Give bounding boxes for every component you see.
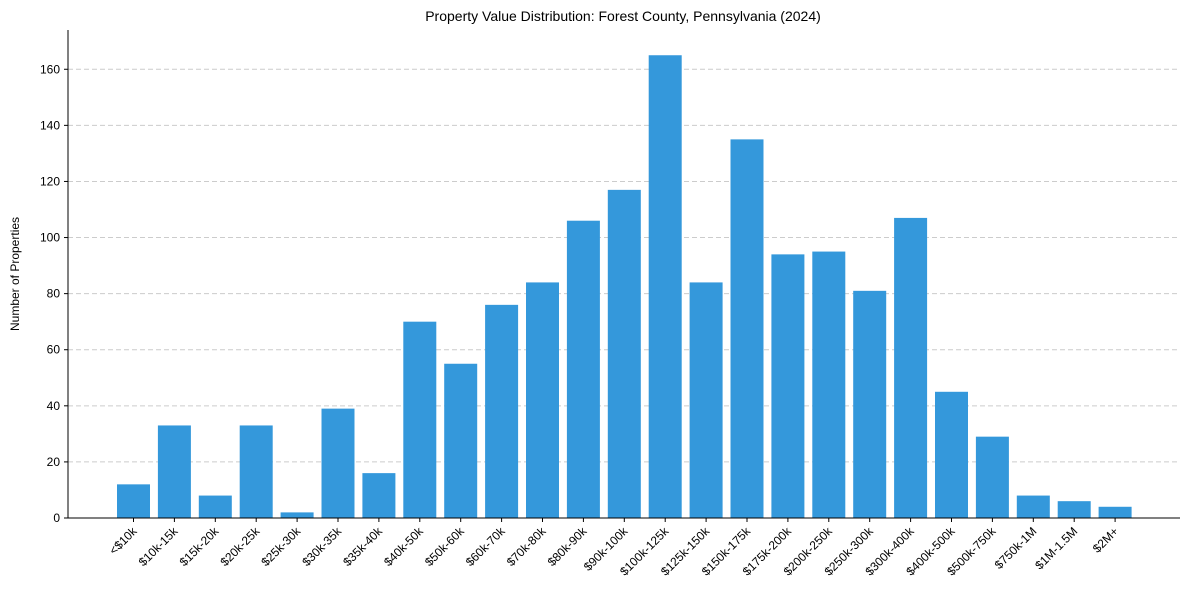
bar <box>485 304 519 518</box>
chart-title: Property Value Distribution: Forest Coun… <box>425 8 821 24</box>
bar <box>689 282 723 518</box>
bar <box>1016 495 1050 518</box>
x-tick-label: $40k-50k <box>381 524 427 570</box>
bar <box>1057 501 1091 518</box>
bar <box>607 189 641 519</box>
y-tick-label: 100 <box>40 231 60 245</box>
bar <box>526 282 559 518</box>
x-tick-label: $750k-1M <box>992 524 1040 572</box>
x-ticks: <$10k$10k-15k$15k-20k$20k-25k$25k-30k$30… <box>106 518 1121 578</box>
y-ticks: 0 20 40 60 80 100 120 140 160 <box>40 62 68 525</box>
x-tick-label: $50k-60k <box>422 524 468 570</box>
x-tick-label: <$10k <box>106 524 140 558</box>
x-tick-label: $1M-1.5M <box>1032 524 1080 572</box>
x-tick-label: $60k-70k <box>463 524 509 570</box>
y-tick-label: 0 <box>53 511 60 525</box>
bar <box>894 217 928 518</box>
y-tick-label: 140 <box>40 118 60 132</box>
bar <box>444 363 478 518</box>
y-axis-label: Number of Properties <box>8 217 22 331</box>
x-tick-label: $2M+ <box>1090 524 1121 555</box>
x-tick-label: $10k-15k <box>136 524 182 570</box>
y-tick-label: 160 <box>40 62 60 76</box>
x-tick-label: $15k-20k <box>177 524 223 570</box>
bar <box>853 290 887 518</box>
x-tick-label: $20k-25k <box>218 524 264 570</box>
bar <box>566 220 600 518</box>
y-tick-label: 20 <box>47 455 61 469</box>
y-tick-label: 80 <box>47 287 61 301</box>
bar <box>280 512 314 518</box>
x-tick-label: $70k-80k <box>504 524 550 570</box>
bar <box>1098 506 1132 518</box>
bar <box>117 484 150 518</box>
bar <box>771 254 805 519</box>
bar <box>730 139 764 518</box>
bar <box>321 408 355 518</box>
x-tick-label: $25k-30k <box>258 524 304 570</box>
bar <box>362 473 396 518</box>
bars <box>117 55 1132 519</box>
bar <box>403 321 437 518</box>
bar <box>812 251 846 518</box>
bar <box>648 55 682 518</box>
bar <box>239 425 273 518</box>
x-tick-label: $30k-35k <box>299 524 345 570</box>
bar <box>198 495 232 518</box>
y-tick-label: 120 <box>40 174 60 188</box>
bar <box>157 425 191 518</box>
bar <box>935 391 968 518</box>
x-tick-label: $35k-40k <box>340 524 386 570</box>
y-tick-label: 60 <box>47 343 61 357</box>
y-tick-label: 40 <box>47 399 61 413</box>
bar <box>975 436 1009 518</box>
